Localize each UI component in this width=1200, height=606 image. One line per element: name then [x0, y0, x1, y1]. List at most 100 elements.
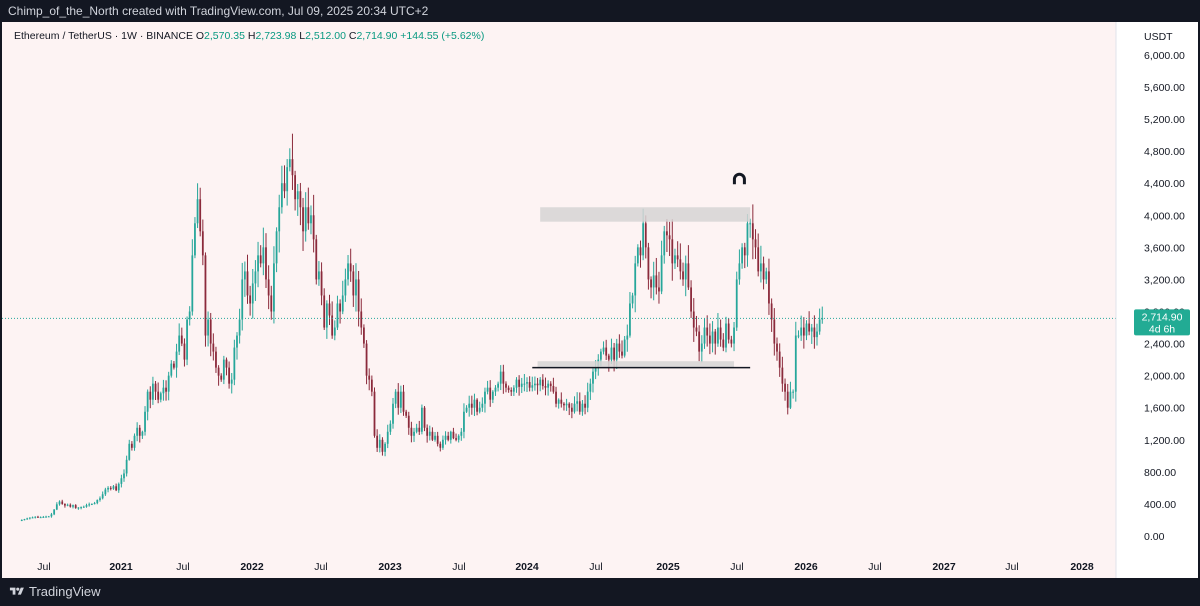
- candle-body: [402, 391, 405, 412]
- price-axis-label: 6,000.00: [1144, 50, 1185, 62]
- candle-body: [230, 379, 233, 384]
- candle-body: [399, 391, 402, 408]
- candle-body: [267, 279, 270, 296]
- candle-body: [547, 383, 550, 388]
- candle-body: [605, 347, 608, 356]
- candle-body: [381, 439, 384, 452]
- candle-body: [344, 279, 347, 296]
- candle-body: [144, 411, 146, 432]
- candle-body: [671, 239, 674, 264]
- candle-body: [515, 379, 518, 388]
- tradingview-brand: TradingView: [29, 584, 101, 599]
- candle-body: [386, 431, 389, 444]
- credit-text: Chimp_of_the_North created with TradingV…: [8, 4, 429, 18]
- last-price-tag: 2,714.90 4d 6h: [1134, 309, 1190, 336]
- candle-body: [368, 375, 371, 380]
- price-chart[interactable]: 6,000.00 5,600.00 5,200.00 4,800.00 4,400.00…: [2, 22, 1198, 578]
- candle-body: [621, 351, 623, 356]
- candle-body: [623, 339, 626, 356]
- candle-body: [191, 255, 194, 312]
- candle-body: [74, 505, 77, 508]
- candle-body: [61, 501, 64, 504]
- candle-body: [53, 509, 56, 515]
- candle-body: [615, 343, 618, 360]
- price-axis-label: 3,200.00: [1144, 274, 1185, 286]
- candle-body: [360, 311, 363, 328]
- candle-body: [347, 263, 349, 280]
- candle-body: [576, 401, 579, 404]
- time-axis-label: Jul: [314, 561, 327, 573]
- candle-body: [668, 235, 671, 240]
- candle-body: [544, 386, 547, 388]
- candle-body: [363, 327, 365, 344]
- candle-body: [88, 504, 91, 506]
- candle-body: [217, 367, 220, 376]
- candle-body: [310, 215, 312, 224]
- candle-body: [339, 303, 341, 312]
- candle-body: [154, 383, 157, 392]
- candle-body: [58, 501, 61, 505]
- candle-body: [436, 435, 439, 444]
- price-axis-label: 2,000.00: [1144, 371, 1185, 383]
- candle-body: [389, 423, 392, 432]
- candle-body: [565, 403, 568, 406]
- candle-body: [703, 327, 706, 344]
- price-axis-label: 1,600.00: [1144, 403, 1185, 415]
- high-value: 2,723.98: [255, 30, 296, 42]
- candle-body: [418, 427, 421, 432]
- candle-body: [816, 331, 818, 338]
- time-axis[interactable]: Jul 2021 Jul 2022 Jul 2023 Jul 2024 Jul 2025 Jul 20…: [37, 561, 1094, 573]
- candle-body: [644, 223, 647, 248]
- candle-body: [626, 335, 629, 340]
- plot-background: [2, 22, 1116, 578]
- candle-body: [631, 295, 634, 304]
- candle-body: [706, 327, 709, 336]
- candle-body: [194, 223, 196, 256]
- magnet-icon: [732, 172, 746, 185]
- time-axis-label: Jul: [37, 561, 50, 573]
- candle-body: [526, 382, 528, 384]
- candle-body: [117, 483, 120, 491]
- candle-body: [320, 271, 323, 296]
- candle-body: [115, 486, 118, 491]
- candle-body: [607, 355, 610, 360]
- candle-body: [449, 431, 452, 440]
- candle-body: [484, 391, 486, 404]
- candle-body: [586, 391, 589, 408]
- time-axis-label: 2028: [1070, 561, 1094, 573]
- price-axis-label: 1,200.00: [1144, 435, 1185, 447]
- candle-body: [28, 517, 31, 519]
- candle-body: [730, 339, 733, 344]
- candle-body: [280, 183, 283, 208]
- candle-body: [497, 383, 499, 388]
- candle-body: [410, 427, 413, 436]
- candle-body: [175, 351, 178, 368]
- open-label: O: [196, 30, 204, 42]
- candle-body: [512, 387, 515, 392]
- candle-body: [355, 279, 357, 296]
- bottom-brand-bar: TradingView: [0, 578, 1200, 606]
- candle-body: [394, 391, 397, 404]
- candle-body: [302, 207, 304, 232]
- candle-body: [765, 271, 768, 280]
- candle-body: [165, 387, 167, 392]
- candle-body: [552, 386, 555, 392]
- candle-body: [286, 167, 289, 192]
- candle-body: [666, 231, 668, 236]
- candle-body: [725, 323, 727, 348]
- candle-body: [700, 343, 703, 352]
- candle-body: [754, 239, 757, 248]
- candle-body: [159, 393, 162, 400]
- candle-body: [270, 295, 273, 312]
- candle-body: [789, 391, 792, 408]
- candle-body: [146, 391, 149, 412]
- candle-body: [265, 247, 267, 280]
- candle-body: [357, 279, 360, 312]
- chart-frame[interactable]: 6,000.00 5,600.00 5,200.00 4,800.00 4,400.00…: [2, 22, 1198, 578]
- price-axis[interactable]: 6,000.00 5,600.00 5,200.00 4,800.00 4,400.00…: [1144, 50, 1185, 543]
- candle-body: [808, 323, 811, 332]
- candle-body: [502, 371, 505, 384]
- candle-body: [658, 287, 660, 292]
- candle-body: [523, 383, 526, 385]
- candle-body: [69, 504, 72, 507]
